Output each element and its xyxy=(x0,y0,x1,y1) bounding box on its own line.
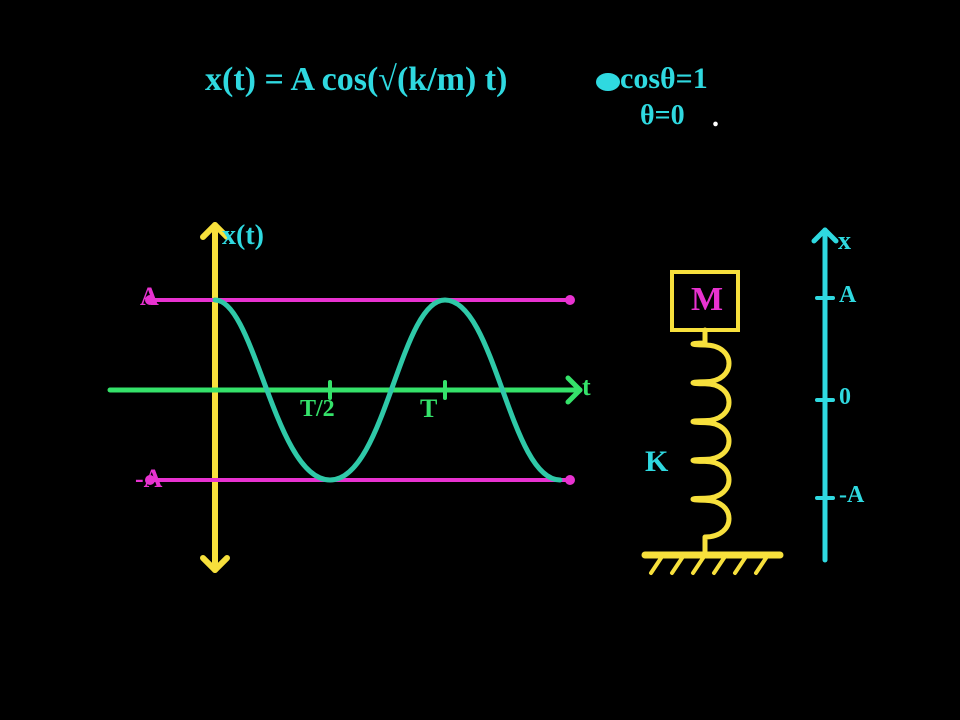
scale-mark-plusA: A xyxy=(839,282,856,309)
equation-cond2: θ=0 xyxy=(640,100,685,132)
scale-mark-minusA: -A xyxy=(839,482,864,509)
amp-label-minus: -A xyxy=(135,464,162,494)
scale-label-x: x xyxy=(838,226,851,256)
x-axis-label: t xyxy=(582,372,591,402)
tick-label-T: T xyxy=(420,394,437,424)
spring-k-label: K xyxy=(645,445,668,479)
mass-label: M xyxy=(691,281,723,319)
y-axis-label: x(t) xyxy=(222,220,264,252)
equation-cond1: cosθ=1 xyxy=(620,62,708,96)
diagram-canvas xyxy=(0,0,960,720)
tick-label-halfT: T/2 xyxy=(300,396,335,423)
scale-mark-zero: 0 xyxy=(839,384,851,411)
equation-main: x(t) = A cos(√(k/m) t) xyxy=(205,61,507,99)
amp-label-plus: A xyxy=(140,282,159,312)
equation-cond2-dot: . xyxy=(712,102,719,134)
